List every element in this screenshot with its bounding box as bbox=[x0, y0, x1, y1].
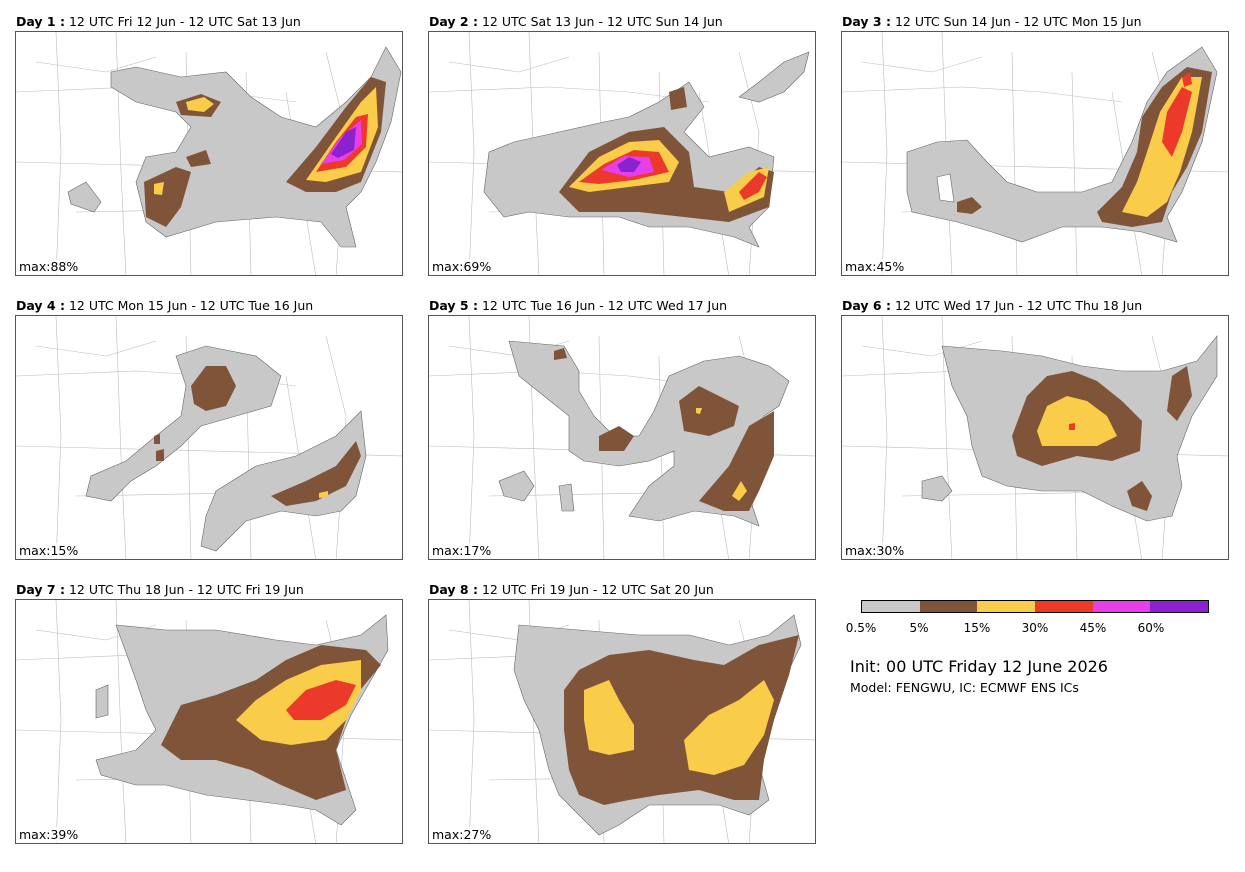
max-label: max:30% bbox=[845, 543, 905, 558]
state-boundary bbox=[115, 316, 127, 559]
panel-period: 12 UTC Sun 14 Jun - 12 UTC Mon 15 Jun bbox=[894, 14, 1142, 29]
state-boundary bbox=[35, 56, 157, 73]
map-7 bbox=[16, 600, 402, 843]
state-boundary bbox=[55, 316, 62, 559]
colorbar-tick: 30% bbox=[1021, 621, 1049, 635]
state-boundary bbox=[115, 600, 127, 843]
panel-day-label: Day 3 : bbox=[842, 14, 891, 29]
map-2 bbox=[429, 32, 815, 275]
colorbar-segment-1 bbox=[862, 601, 920, 612]
panel-period: 12 UTC Thu 18 Jun - 12 UTC Fri 19 Jun bbox=[68, 582, 304, 597]
state-boundary bbox=[738, 51, 760, 275]
map-panel-6: max:30% bbox=[841, 315, 1229, 560]
colorbar-tick: 5% bbox=[909, 621, 929, 635]
max-label: max:15% bbox=[19, 543, 79, 558]
state-boundary bbox=[55, 32, 62, 275]
max-label: max:88% bbox=[19, 259, 79, 274]
state-boundary bbox=[35, 340, 157, 357]
map-6 bbox=[842, 316, 1228, 559]
panel-day-label: Day 1 : bbox=[16, 14, 65, 29]
panel-day-label: Day 8 : bbox=[429, 582, 478, 597]
panel-title-3: Day 3 : 12 UTC Sun 14 Jun - 12 UTC Mon 1… bbox=[842, 14, 1142, 29]
map-3 bbox=[842, 32, 1228, 275]
panel-period: 12 UTC Wed 17 Jun - 12 UTC Thu 18 Jun bbox=[894, 298, 1143, 313]
colorbar-segment-3 bbox=[977, 601, 1036, 612]
panel-day-label: Day 7 : bbox=[16, 582, 65, 597]
init-time-label: Init: 00 UTC Friday 12 June 2026 bbox=[850, 657, 1108, 676]
map-panel-4: max:15% bbox=[15, 315, 403, 560]
colorbar-segment-6 bbox=[1150, 601, 1209, 612]
state-boundary bbox=[468, 32, 475, 275]
panel-title-6: Day 6 : 12 UTC Wed 17 Jun - 12 UTC Thu 1… bbox=[842, 298, 1142, 313]
colorbar bbox=[861, 600, 1209, 613]
colorbar-tick: 0.5% bbox=[845, 621, 877, 635]
colorbar-tick: 15% bbox=[963, 621, 991, 635]
panel-day-label: Day 6 : bbox=[842, 298, 891, 313]
state-boundary bbox=[1011, 51, 1018, 275]
panel-day-label: Day 2 : bbox=[429, 14, 478, 29]
state-boundary bbox=[881, 32, 888, 275]
panel-day-label: Day 5 : bbox=[429, 298, 478, 313]
map-panel-2: max:69% bbox=[428, 31, 816, 276]
state-boundary bbox=[468, 316, 475, 559]
state-boundary bbox=[842, 86, 1123, 103]
map-5 bbox=[429, 316, 815, 559]
colorbar-tick: 60% bbox=[1137, 621, 1165, 635]
panel-title-1: Day 1 : 12 UTC Fri 12 Jun - 12 UTC Sat 1… bbox=[16, 14, 301, 29]
panel-period: 12 UTC Mon 15 Jun - 12 UTC Tue 16 Jun bbox=[68, 298, 314, 313]
panel-period: 12 UTC Tue 16 Jun - 12 UTC Wed 17 Jun bbox=[481, 298, 728, 313]
max-label: max:27% bbox=[432, 827, 492, 842]
map-panel-8: max:27% bbox=[428, 599, 816, 844]
colorbar-segment-4 bbox=[1035, 601, 1093, 612]
state-boundary bbox=[861, 340, 983, 357]
max-label: max:69% bbox=[432, 259, 492, 274]
state-boundary bbox=[448, 56, 570, 73]
state-boundary bbox=[468, 600, 475, 843]
max-label: max:45% bbox=[845, 259, 905, 274]
panel-title-5: Day 5 : 12 UTC Tue 16 Jun - 12 UTC Wed 1… bbox=[429, 298, 727, 313]
map-panel-5: max:17% bbox=[428, 315, 816, 560]
map-4 bbox=[16, 316, 402, 559]
state-boundary bbox=[881, 316, 888, 559]
panel-title-2: Day 2 : 12 UTC Sat 13 Jun - 12 UTC Sun 1… bbox=[429, 14, 723, 29]
model-info-label: Model: FENGWU, IC: ECMWF ENS ICs bbox=[850, 680, 1079, 695]
state-boundary bbox=[55, 600, 62, 843]
max-label: max:39% bbox=[19, 827, 79, 842]
map-1 bbox=[16, 32, 402, 275]
state-boundary bbox=[325, 335, 347, 559]
max-label: max:17% bbox=[432, 543, 492, 558]
map-panel-3: max:45% bbox=[841, 31, 1229, 276]
colorbar-segment-2 bbox=[919, 601, 978, 612]
map-panel-1: max:88% bbox=[15, 31, 403, 276]
panel-period: 12 UTC Sat 13 Jun - 12 UTC Sun 14 Jun bbox=[481, 14, 723, 29]
map-panel-7: max:39% bbox=[15, 599, 403, 844]
colorbar-tick: 45% bbox=[1079, 621, 1107, 635]
state-boundary bbox=[658, 355, 665, 559]
panel-title-8: Day 8 : 12 UTC Fri 19 Jun - 12 UTC Sat 2… bbox=[429, 582, 714, 597]
panel-title-7: Day 7 : 12 UTC Thu 18 Jun - 12 UTC Fri 1… bbox=[16, 582, 304, 597]
map-8 bbox=[429, 600, 815, 843]
panel-period: 12 UTC Fri 12 Jun - 12 UTC Sat 13 Jun bbox=[68, 14, 301, 29]
state-boundary bbox=[861, 56, 983, 73]
panel-period: 12 UTC Fri 19 Jun - 12 UTC Sat 20 Jun bbox=[481, 582, 714, 597]
panel-day-label: Day 4 : bbox=[16, 298, 65, 313]
state-boundary bbox=[941, 316, 953, 559]
state-boundary bbox=[1071, 71, 1078, 275]
panel-title-4: Day 4 : 12 UTC Mon 15 Jun - 12 UTC Tue 1… bbox=[16, 298, 313, 313]
colorbar-segment-5 bbox=[1092, 601, 1151, 612]
